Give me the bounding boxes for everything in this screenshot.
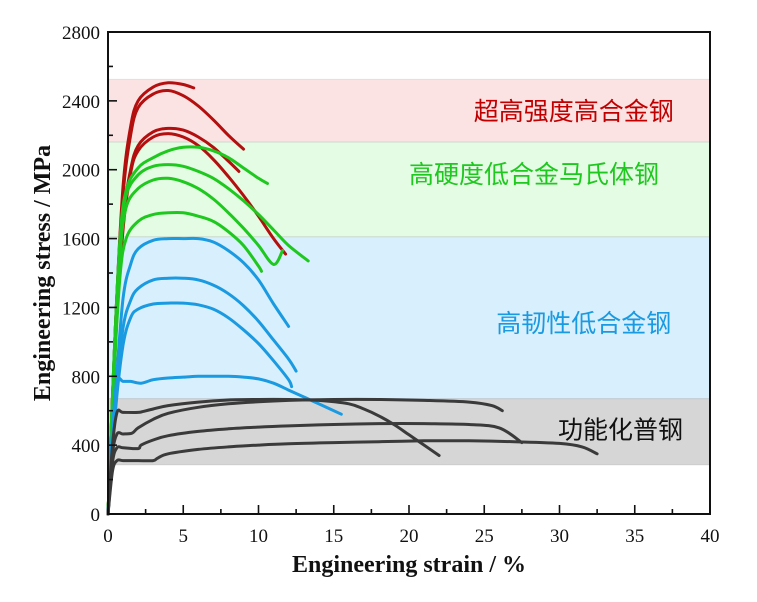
series-line-ht-2 (106, 276, 298, 516)
x-tick-label: 5 (179, 526, 189, 547)
band-label-0: 超高强度高合金钢 (474, 97, 674, 126)
y-tick-label: 400 (72, 436, 101, 457)
y-tick-label: 800 (72, 367, 101, 388)
x-tick-label: 10 (249, 526, 268, 547)
band-0 (107, 78, 711, 143)
x-tick-label: 15 (324, 526, 343, 547)
x-tick-label: 20 (400, 526, 419, 547)
series-line-fc-2 (106, 397, 504, 516)
band-label-2: 高韧性低合金钢 (496, 309, 671, 338)
y-axis-ticks: 0 400 800 1200 1600 2000 2400 2800 (62, 23, 117, 526)
x-tick-label: 25 (475, 526, 494, 547)
x-tick-label: 35 (625, 526, 644, 547)
y-tick-label: 1200 (62, 298, 100, 319)
x-tick-label: 0 (103, 526, 113, 547)
x-tick-label: 40 (701, 526, 720, 547)
series-line-ht-3 (106, 301, 294, 516)
series-line-ht-1 (106, 236, 291, 516)
series-layer (106, 81, 599, 516)
x-axis-ticks: 0 5 10 15 20 25 30 35 40 (103, 505, 720, 547)
y-axis-title: Engineering stress / MPa (30, 145, 56, 401)
y-tick-label: 0 (91, 505, 101, 526)
x-tick-label: 30 (550, 526, 569, 547)
band-label-3: 功能化普钢 (558, 416, 683, 445)
y-tick-label: 2800 (62, 23, 100, 44)
series-line-hhm-4 (106, 210, 263, 516)
band-1 (107, 141, 711, 238)
x-axis-title: Engineering strain / % (292, 552, 526, 578)
series-line-fc-3 (106, 422, 524, 516)
series-line-fc-4 (106, 439, 599, 516)
band-2 (107, 236, 711, 400)
series-line-ht-4 (106, 374, 343, 516)
y-tick-label: 2000 (62, 161, 100, 182)
y-tick-label: 2400 (62, 92, 100, 113)
band-label-1: 高硬度低合金马氏体钢 (409, 160, 659, 189)
y-tick-label: 1600 (62, 230, 100, 251)
